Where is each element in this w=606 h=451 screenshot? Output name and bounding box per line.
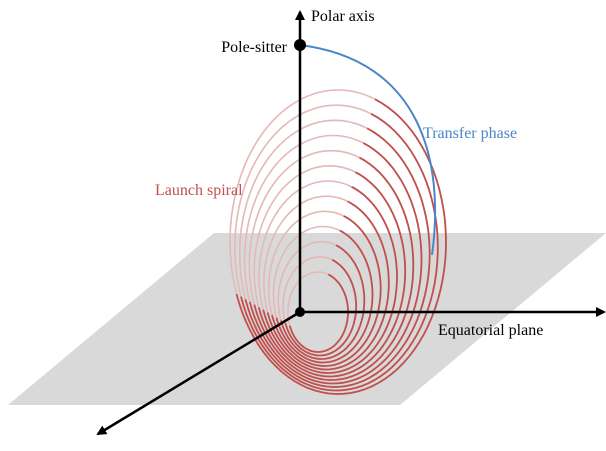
launch-spiral-loop (266, 200, 390, 371)
equatorial-plane-surface (8, 233, 606, 405)
third-axis-line (96, 310, 301, 436)
launch-spiral-loop (275, 229, 374, 364)
launch-spiral-loop (248, 142, 423, 385)
launch-spiral-loop (257, 171, 407, 378)
transfer-phase-arc (299, 44, 437, 256)
pole-sitter-point (294, 39, 306, 51)
pole-sitter-label: Pole-sitter (221, 39, 287, 56)
equatorial-plane-label: Equatorial plane (438, 322, 543, 339)
launch-spiral-loop (244, 127, 431, 388)
transfer-phase-label: Transfer phase (423, 125, 517, 142)
launch-spiral-loop (262, 186, 398, 374)
launch-spiral-loop (288, 273, 349, 353)
launch-spiral-loop (284, 259, 358, 357)
launch-spiral-loop (280, 244, 366, 360)
launch-spiral-loop (253, 156, 415, 381)
polar-axis-label: Polar axis (311, 8, 375, 25)
launch-spiral-loop (271, 215, 382, 367)
origin-point (295, 307, 305, 317)
launch-spiral-label: Launch spiral (155, 182, 243, 199)
launch-spiral-loop (240, 113, 439, 392)
